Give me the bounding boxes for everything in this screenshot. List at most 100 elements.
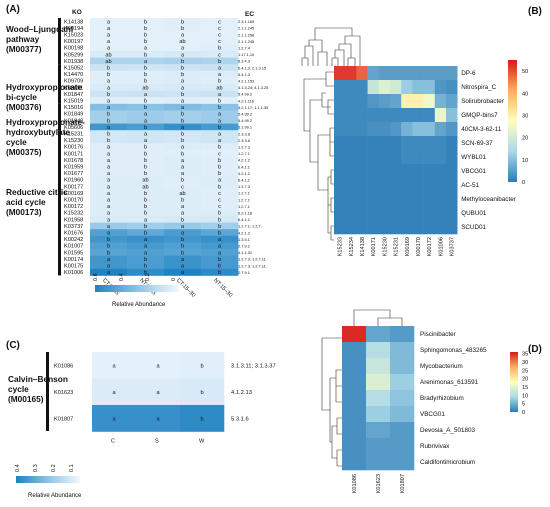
- ec-label: 2.3.3.8: [238, 138, 250, 143]
- heatmap-b-cell: [345, 150, 357, 165]
- heatmap-b-cell: [367, 164, 380, 179]
- heatmap-b-cell: [390, 220, 402, 235]
- significance-letter: b: [144, 264, 147, 270]
- significance-letter-c: b: [200, 416, 203, 422]
- significance-letter: b: [218, 79, 221, 85]
- heatmap-d-row-label: Sphingomonas_483265: [420, 347, 487, 354]
- significance-letter: a: [107, 79, 111, 85]
- heatmap-a-cell: [127, 97, 165, 105]
- heatmap-b-cell: [367, 220, 380, 235]
- heatmap-b-cell: [446, 66, 458, 81]
- ec-label: 2.7.9.1: [238, 270, 250, 275]
- significance-letter: b: [144, 145, 147, 151]
- heatmap-b-cell: [356, 220, 368, 235]
- ec-header: EC: [245, 11, 254, 18]
- heatmap-a-cell: [127, 196, 165, 204]
- significance-letter: b: [181, 92, 184, 98]
- significance-letter: b: [218, 59, 221, 65]
- heatmap-d-row-labels: Piscinibacter Sphingomonas_483265 Mycobact…: [420, 331, 487, 466]
- significance-letter: b: [144, 125, 147, 131]
- heatmap-a-cell: [164, 189, 202, 197]
- ko-label-c: K01086: [54, 363, 73, 369]
- pathway-bracket: [58, 103, 61, 131]
- heatmap-b-cell: [423, 136, 436, 151]
- heatmap-a-cell: [127, 262, 165, 270]
- heatmap-b-row-label: AC-51: [461, 182, 479, 189]
- heatmap-a-cell: [201, 143, 239, 151]
- heatmap-a-cell: [127, 268, 165, 276]
- heatmap-c-cell: [180, 378, 225, 406]
- significance-letter: ab: [179, 39, 185, 45]
- significance-letter: a: [218, 66, 222, 72]
- heatmap-b-cell: [356, 94, 368, 109]
- heatmap-a-cell: [201, 97, 239, 105]
- pathway-label: acid cycle: [6, 197, 46, 207]
- heatmap-a-cell: [201, 64, 239, 72]
- ec-label: 6.2.1.18: [238, 211, 252, 216]
- heatmap-b-cell: [434, 136, 447, 151]
- significance-letter: b: [181, 118, 184, 124]
- ec-labels: 2.3.1.1692.1.1.2452.1.1.2582.1.1.2451.2.…: [238, 19, 268, 275]
- heatmap-b-cell: [434, 150, 447, 165]
- significance-letter: a: [218, 244, 222, 250]
- heatmap-a-cell: [90, 57, 128, 65]
- heatmap-b-cell: [446, 192, 458, 207]
- legend-d-tick: 10: [522, 393, 528, 399]
- significance-letter: b: [144, 165, 147, 171]
- ec-label: 1.2.7.1: [238, 197, 250, 202]
- heatmap-a-cell: [201, 123, 239, 131]
- heatmap-a-cell: [90, 216, 128, 223]
- significance-letter: b: [144, 158, 147, 164]
- heatmap-b-cell: [334, 108, 346, 123]
- heatmap-b-row-label: Methyloceanibacter: [461, 196, 516, 203]
- heatmap-b-cell: [412, 220, 424, 235]
- legend-b-tick: 40: [522, 91, 528, 97]
- significance-letter: a: [107, 19, 111, 25]
- heatmap-d-cell: [342, 454, 367, 471]
- ko-label: K01848: [64, 118, 83, 124]
- heatmap-a-cell: [127, 24, 165, 32]
- ko-label: K01847: [64, 92, 83, 98]
- heatmap-a-cell: [201, 202, 239, 210]
- significance-letter: b: [218, 165, 221, 171]
- significance-letter: a: [107, 211, 111, 217]
- legend-a-colorbar: [95, 285, 179, 292]
- significance-letter: a: [144, 237, 148, 243]
- heatmap-a-cell: [90, 70, 128, 78]
- significance-letter: a: [107, 105, 111, 111]
- heatmap-b-cell: [390, 136, 402, 151]
- heatmap-b-row-label: 40CM-3-62-11: [461, 126, 502, 133]
- significance-letter: c: [218, 191, 221, 197]
- heatmap-b-cell: [401, 94, 413, 109]
- heatmap-a-cell: [164, 31, 202, 39]
- heatmap-b-cell: [412, 122, 424, 137]
- heatmap-b-cell: [434, 192, 447, 207]
- heatmap-b-cell: [390, 164, 402, 179]
- heatmap-a-cell: [164, 37, 202, 45]
- legend-c-colorbar: [16, 476, 80, 483]
- significance-letter: ab: [142, 85, 148, 91]
- ko-label: K00174: [64, 257, 83, 263]
- heatmap-a-cell: [164, 262, 202, 270]
- ec-label: 4.2.1.153: [238, 79, 254, 84]
- heatmap-d-cell: [366, 422, 391, 439]
- heatmap-b-row-label: WYBL01: [461, 154, 486, 161]
- heatmap-a-cell: [127, 150, 165, 157]
- significance-letter: b: [107, 237, 110, 243]
- significance-letter: b: [218, 105, 221, 111]
- heatmap-d-cell: [342, 358, 367, 375]
- heatmap-a-cell: [164, 268, 202, 276]
- heatmap-d: [342, 326, 415, 471]
- heatmap-b-cell: [434, 108, 447, 123]
- heatmap-a-cell: [164, 242, 202, 250]
- significance-letter: a: [181, 46, 185, 52]
- significance-letter: b: [144, 79, 147, 85]
- heatmap-a-cell: [164, 209, 202, 217]
- heatmap-a-cell: [127, 242, 165, 250]
- heatmap-b-cell: [345, 220, 357, 235]
- significance-letter: a: [144, 59, 148, 65]
- heatmap-a-cell: [201, 37, 239, 45]
- heatmap-b-cell: [401, 220, 413, 235]
- heatmap-b-cell: [423, 66, 436, 81]
